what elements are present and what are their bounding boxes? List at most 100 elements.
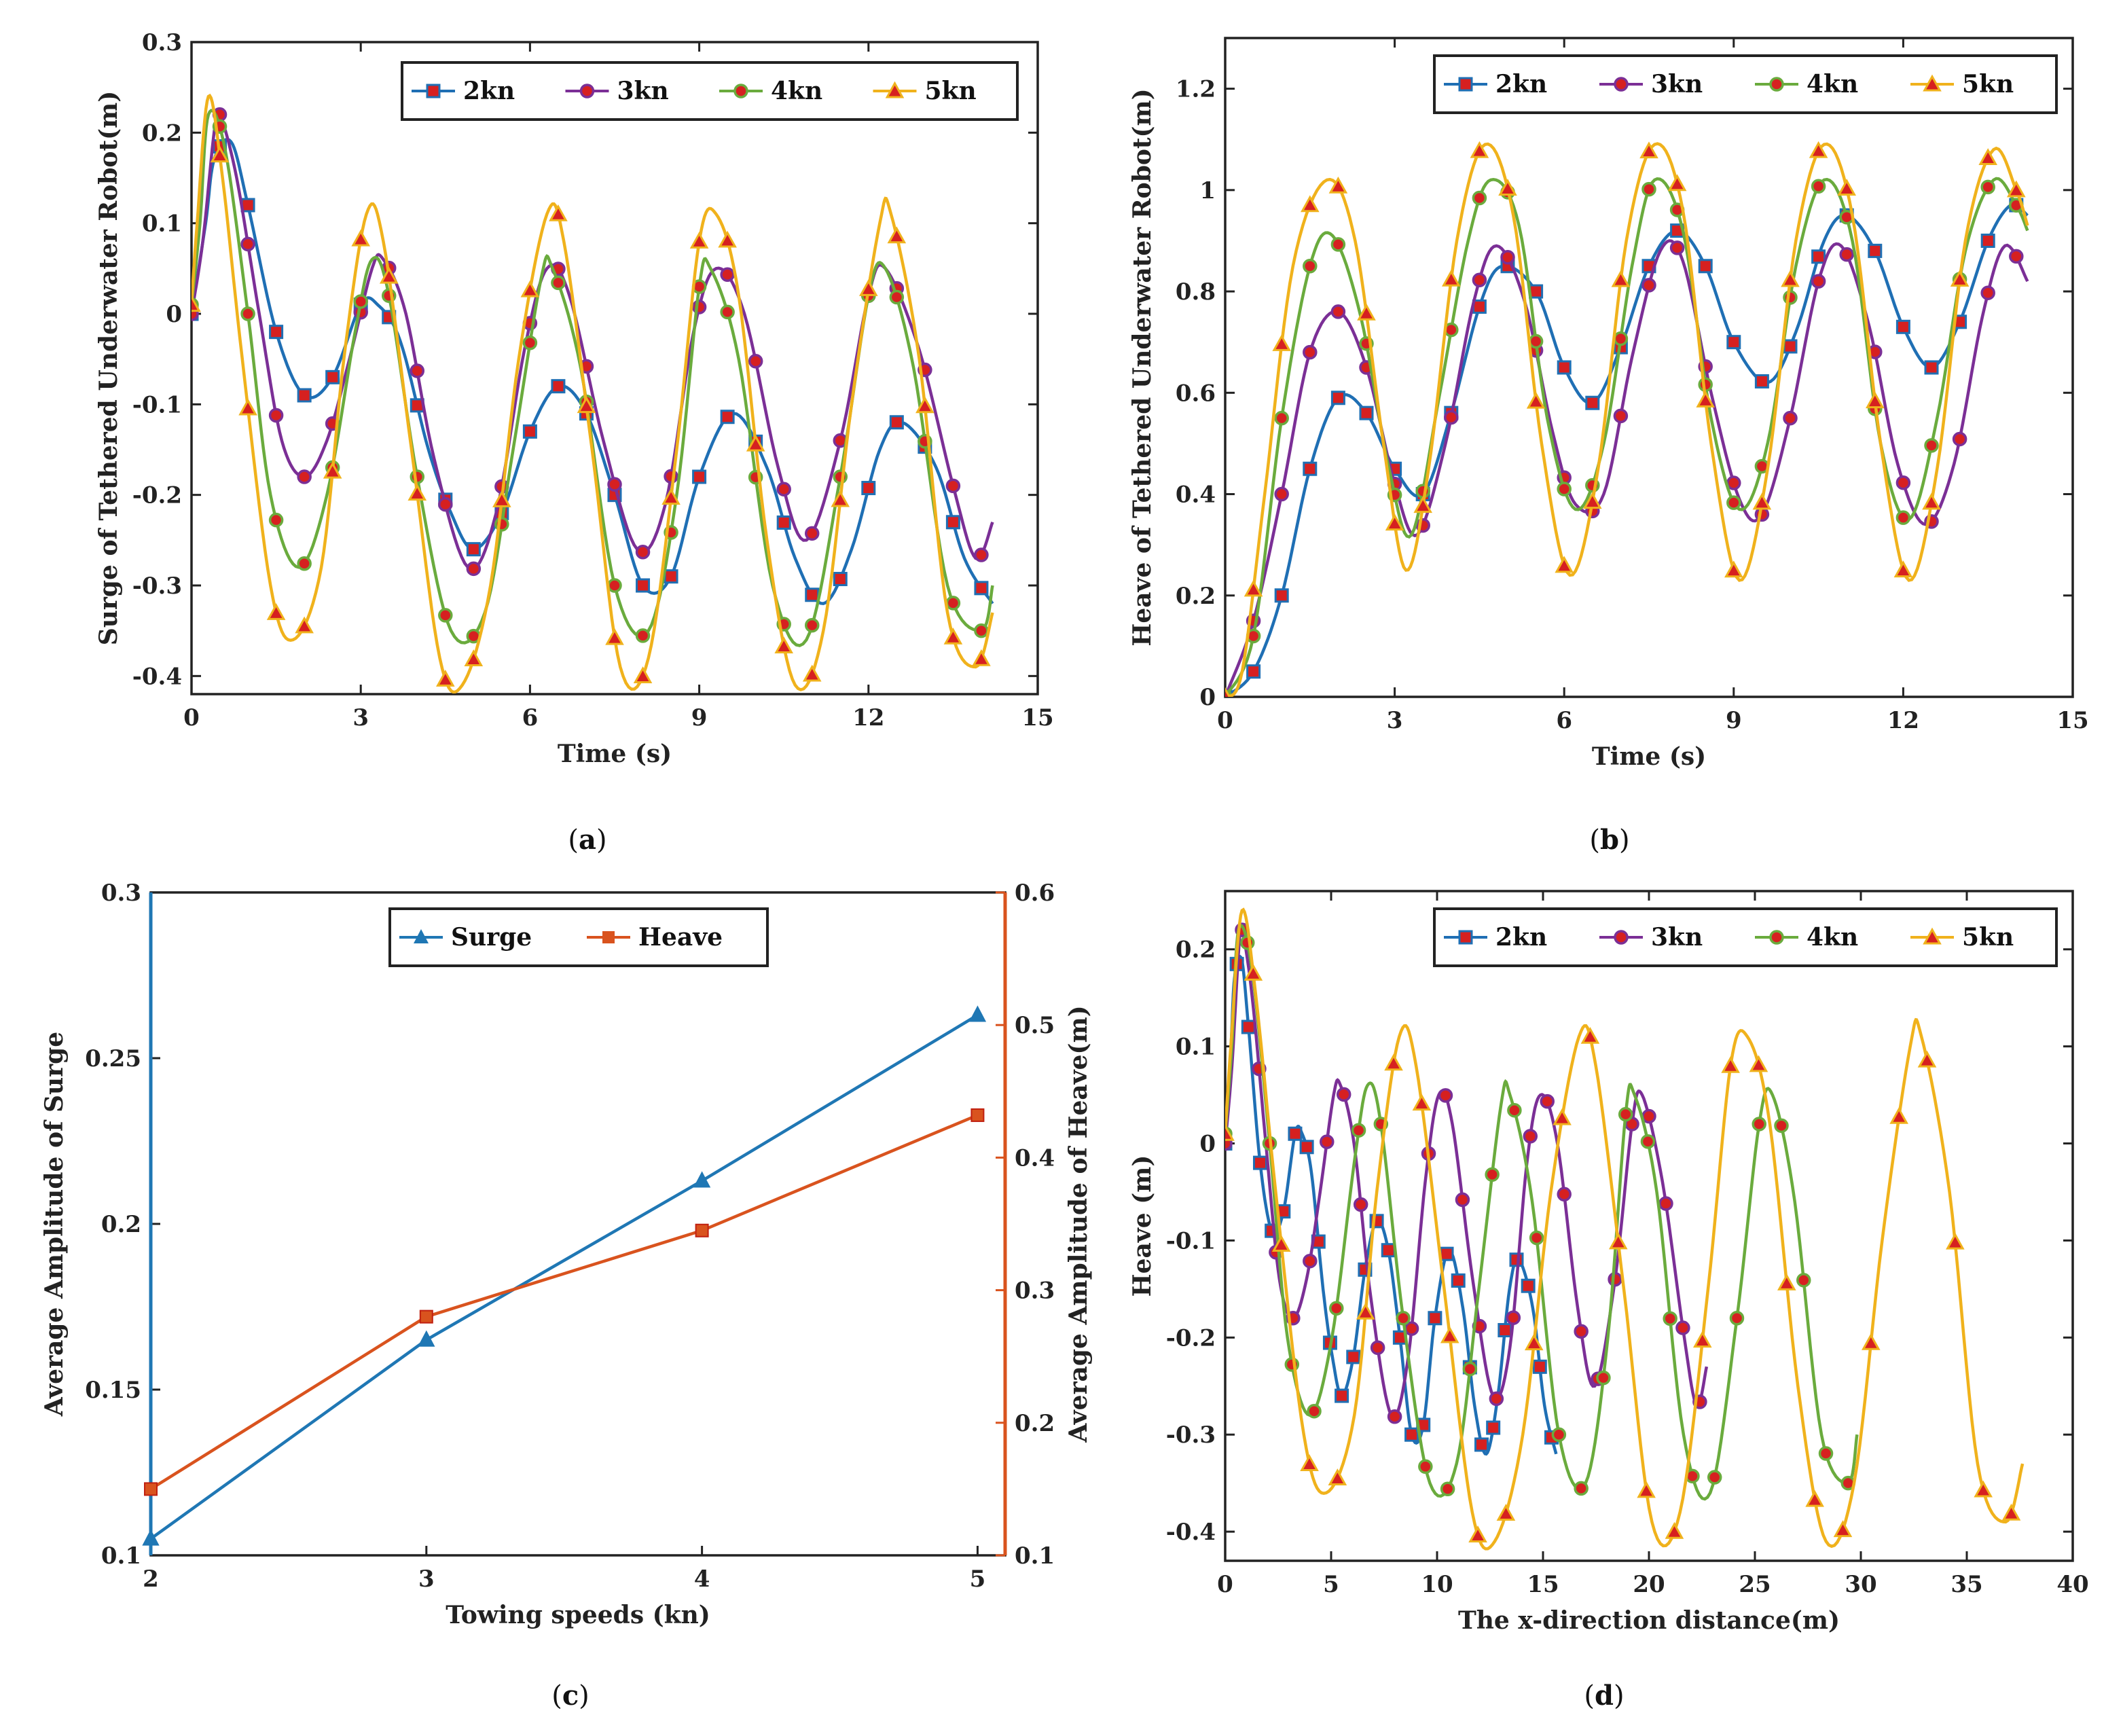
y-axis-title: Surge of Tethered Underwater Robot(m) — [94, 91, 123, 646]
data-point-3kn — [1330, 304, 1346, 319]
plot-frame — [1224, 890, 2074, 1562]
y-tick-label: 0 — [1199, 1131, 1216, 1158]
data-point-2kn — [1585, 395, 1600, 410]
data-point-3kn — [1523, 1129, 1538, 1144]
data-point-5kn — [915, 396, 935, 414]
x-tick-label: 3 — [1387, 707, 1403, 734]
x-tick-label: 0 — [183, 704, 200, 731]
data-point-5kn — [1526, 391, 1546, 409]
data-point-5kn — [1442, 269, 1461, 287]
data-point-Surge — [418, 1330, 435, 1347]
x-tick-label: 15 — [1527, 1571, 1559, 1598]
series-line-4kn — [192, 109, 994, 647]
legend-label: 4kn — [1807, 923, 1858, 952]
y-tick-label: -0.4 — [132, 663, 182, 690]
data-point-5kn — [238, 398, 257, 416]
data-point-4kn — [635, 628, 651, 643]
data-point-2kn — [1335, 1388, 1349, 1403]
data-point-2kn — [1246, 664, 1261, 679]
x-tick-label: 15 — [1021, 704, 1053, 731]
data-point-5kn — [520, 280, 540, 297]
data-point-3kn — [1320, 1134, 1335, 1149]
data-point-5kn — [1922, 492, 1941, 510]
y-axis-title: Heave of Tethered Underwater Robot(m) — [1128, 88, 1157, 646]
y-tick-label: 1 — [1199, 177, 1216, 204]
data-point-4kn — [720, 304, 735, 320]
data-point-5kn — [351, 229, 370, 247]
data-point-5kn — [1412, 1093, 1432, 1111]
data-point-2kn — [1241, 1019, 1256, 1034]
data-point-4kn — [1351, 1123, 1366, 1138]
legend-marker — [885, 81, 905, 98]
data-point-3kn — [1274, 486, 1289, 502]
y-tick-label: 0.2 — [142, 120, 182, 147]
data-point-4kn — [607, 578, 622, 593]
data-point-5kn — [1833, 1520, 1853, 1538]
data-point-Heave — [144, 1482, 158, 1496]
data-point-Surge — [142, 1529, 160, 1546]
data-point-5kn — [1555, 556, 1574, 573]
data-point-3kn — [1895, 475, 1911, 490]
legend-marker — [1458, 930, 1473, 945]
legend-marker — [414, 929, 429, 943]
y-tick-label: 0.3 — [101, 880, 141, 907]
data-point-2kn — [1288, 1126, 1303, 1141]
data-point-5kn — [1893, 560, 1913, 578]
data-point-5kn — [295, 616, 314, 634]
data-point-2kn — [889, 415, 904, 430]
data-point-2kn — [1474, 1437, 1489, 1452]
data-point-2kn — [1451, 1273, 1466, 1288]
series-line-3kn — [192, 109, 994, 571]
data-point-3kn — [1303, 344, 1318, 360]
data-point-5kn — [661, 488, 681, 505]
data-point-4kn — [1274, 410, 1289, 426]
data-point-5kn — [1637, 1481, 1656, 1498]
data-point-5kn — [831, 490, 850, 507]
data-point-2kn — [1274, 588, 1289, 603]
data-point-5kn — [1696, 391, 1715, 408]
data-point-2kn — [692, 469, 707, 484]
data-point-3kn — [1387, 1409, 1402, 1424]
legend-marker — [1458, 77, 1473, 92]
data-point-2kn — [1381, 1243, 1396, 1258]
data-point-3kn — [1500, 249, 1515, 265]
data-point-5kn — [859, 279, 878, 296]
data-point-2kn — [1330, 391, 1345, 405]
data-point-3kn — [1675, 1320, 1690, 1335]
legend-marker — [602, 931, 615, 943]
data-point-5kn — [1225, 1123, 1235, 1141]
data-point-3kn — [1336, 1087, 1351, 1102]
series-line-Heave — [149, 1113, 979, 1491]
data-point-4kn — [1811, 179, 1826, 194]
data-point-5kn — [1805, 1489, 1824, 1507]
series-line-5kn — [192, 93, 994, 694]
x-tick-label: 10 — [1421, 1571, 1453, 1598]
data-point-5kn — [887, 226, 907, 244]
y-tick-label: 0.25 — [85, 1045, 141, 1072]
x-tick-label: 12 — [1887, 707, 1919, 734]
legend-marker — [1614, 930, 1629, 945]
data-point-2kn — [1726, 335, 1741, 350]
data-point-5kn — [1440, 1326, 1459, 1343]
right-y-tick-label: 0.4 — [1015, 1144, 1055, 1172]
data-point-2kn — [945, 515, 960, 530]
data-point-5kn — [1580, 1026, 1600, 1044]
data-point-5kn — [1889, 1106, 1908, 1124]
data-point-3kn — [297, 469, 312, 484]
data-point-5kn — [323, 461, 342, 479]
data-point-5kn — [718, 230, 737, 248]
data-point-3kn — [1783, 410, 1798, 426]
data-point-2kn — [1895, 319, 1910, 334]
legend-label: 3kn — [1651, 70, 1703, 98]
data-point-3kn — [1472, 272, 1487, 287]
series-line-2kn — [192, 137, 994, 606]
data-point-4kn — [1752, 1117, 1766, 1132]
legend-marker — [1923, 74, 1942, 92]
data-point-4kn — [1596, 1370, 1611, 1386]
data-point-5kn — [1470, 141, 1489, 158]
data-point-5kn — [2001, 1503, 2021, 1521]
data-point-5kn — [1749, 1055, 1768, 1072]
y-tick-label: 0.1 — [1176, 1034, 1216, 1061]
data-point-4kn — [1924, 438, 1939, 453]
